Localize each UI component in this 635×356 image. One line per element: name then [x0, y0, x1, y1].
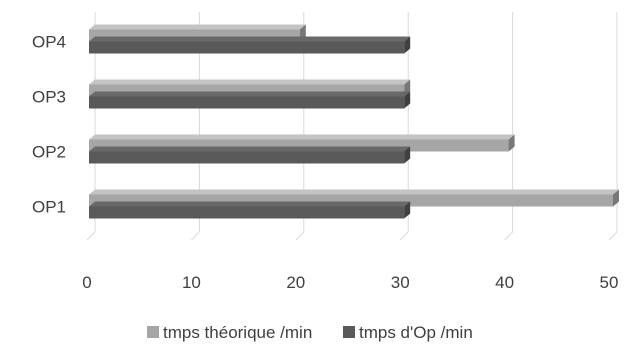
category-label-op1: OP1 — [32, 198, 66, 217]
bar-top-face — [89, 79, 411, 85]
floor-gridline — [86, 231, 96, 241]
bar-front-face — [89, 96, 405, 109]
bar-top-face — [89, 91, 411, 97]
bar-end-face — [404, 36, 411, 54]
bar-end-face — [613, 189, 619, 207]
bar-op2-series-1 — [89, 146, 411, 164]
bar-front-face — [89, 206, 405, 219]
bar-top-face — [89, 189, 619, 195]
x-tick-label: 30 — [391, 273, 410, 292]
bar-op3-series-1 — [89, 91, 411, 109]
bar-front-face — [89, 41, 405, 54]
legend-label-theorique: tmps théorique /min — [163, 323, 312, 342]
bar-end-face — [404, 146, 411, 164]
bar-top-face — [89, 146, 411, 152]
floor-gridline — [295, 231, 305, 241]
bar-op1-series-1 — [89, 201, 411, 219]
bar-end-face — [508, 134, 515, 152]
category-label-op2: OP2 — [32, 143, 66, 162]
x-tick-label: 10 — [182, 273, 201, 292]
x-tick-label: 0 — [82, 273, 91, 292]
x-tick-label: 20 — [286, 273, 305, 292]
category-label-op3: OP3 — [32, 88, 66, 107]
legend: tmps théorique /min tmps d'Op /min — [147, 323, 473, 342]
bar-end-face — [404, 201, 411, 219]
floor-gridline — [504, 231, 513, 241]
x-tick-label: 40 — [495, 273, 514, 292]
category-label-op4: OP4 — [32, 33, 66, 52]
x-axis-ticks: 0 10 20 30 40 50 — [82, 273, 618, 292]
bar-top-face — [89, 36, 411, 42]
floor-gridline — [191, 231, 200, 241]
floor-gridline — [608, 231, 618, 241]
legend-swatch-op — [343, 326, 355, 338]
bar-front-face — [89, 151, 405, 164]
bar-end-face — [404, 91, 411, 109]
bar-top-face — [89, 134, 515, 140]
x-tick-label: 50 — [600, 273, 619, 292]
legend-swatch-theorique — [147, 326, 159, 338]
legend-label-op: tmps d'Op /min — [359, 323, 473, 342]
bar-top-face — [89, 201, 411, 207]
bars — [89, 24, 619, 219]
bar-top-face — [89, 24, 306, 30]
y-axis-categories: OP1 OP2 OP3 OP4 — [32, 33, 66, 217]
floor-gridline — [399, 231, 409, 241]
bar-op4-series-1 — [89, 36, 411, 54]
